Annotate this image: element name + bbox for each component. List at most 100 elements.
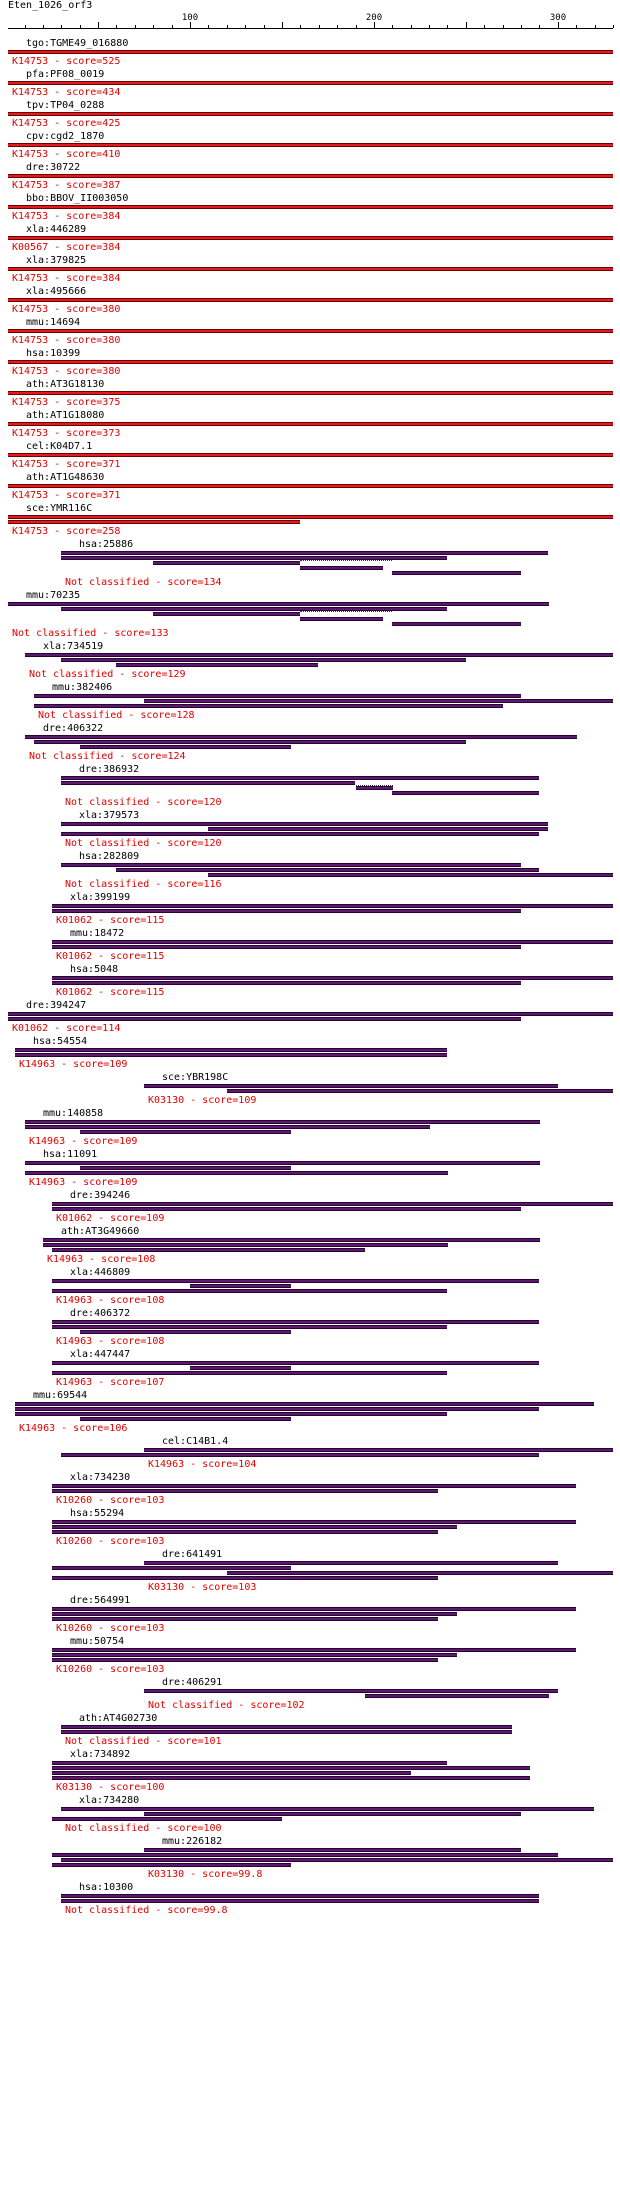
hit-gene-link[interactable]: sce:YBR198C — [162, 1072, 229, 1083]
hit-gene-link[interactable]: xla:379573 — [79, 810, 140, 821]
hit-gene-link[interactable]: pfa:PF08_0019 — [26, 69, 105, 80]
hit-score-label[interactable]: K14753 - score=525 — [12, 56, 121, 67]
hit-gene-link[interactable]: cpv:cgd2_1870 — [26, 131, 105, 142]
hit-gene-link[interactable]: dre:564991 — [70, 1595, 131, 1606]
hit-score-label[interactable]: K01062 - score=115 — [56, 915, 165, 926]
hit-score-label[interactable]: K14753 - score=387 — [12, 180, 121, 191]
hit-gene-link[interactable]: hsa:282809 — [79, 851, 140, 862]
hit-score-label[interactable]: K03130 - score=100 — [56, 1782, 165, 1793]
hit-score-label[interactable]: Not classified - score=120 — [65, 797, 222, 808]
hit-gene-link[interactable]: dre:641491 — [162, 1549, 223, 1560]
hit-score-label[interactable]: K10260 - score=103 — [56, 1495, 165, 1506]
hit-gene-link[interactable]: dre:30722 — [26, 162, 81, 173]
hit-score-label[interactable]: K01062 - score=114 — [12, 1023, 121, 1034]
hit-score-label[interactable]: K10260 - score=103 — [56, 1536, 165, 1547]
hit-score-label[interactable]: K14963 - score=108 — [56, 1295, 165, 1306]
hit-gene-link[interactable]: dre:394247 — [26, 1000, 87, 1011]
hit-score-label[interactable]: K14753 - score=371 — [12, 490, 121, 501]
hit-gene-link[interactable]: bbo:BBOV_II003050 — [26, 193, 129, 204]
hit-gene-link[interactable]: hsa:55294 — [70, 1508, 125, 1519]
hit-gene-link[interactable]: xla:446289 — [26, 224, 87, 235]
hit-score-label[interactable]: K10260 - score=103 — [56, 1623, 165, 1634]
hit-score-label[interactable]: K14963 - score=108 — [47, 1254, 156, 1265]
hit-score-label[interactable]: K14753 - score=371 — [12, 459, 121, 470]
hit-score-label[interactable]: K01062 - score=115 — [56, 987, 165, 998]
hit-score-label[interactable]: K14753 - score=384 — [12, 273, 121, 284]
hit-score-label[interactable]: Not classified - score=124 — [29, 751, 186, 762]
hit-score-label[interactable]: Not classified - score=100 — [65, 1823, 222, 1834]
hit-gene-link[interactable]: ath:AT1G18080 — [26, 410, 105, 421]
hit-score-label[interactable]: K14753 - score=380 — [12, 366, 121, 377]
hit-gene-link[interactable]: xla:446809 — [70, 1267, 131, 1278]
hit-score-label[interactable]: K14753 - score=380 — [12, 304, 121, 315]
hit-score-label[interactable]: Not classified - score=99.8 — [65, 1905, 228, 1916]
hit-gene-link[interactable]: xla:399199 — [70, 892, 131, 903]
hit-gene-link[interactable]: xla:734280 — [79, 1795, 140, 1806]
hit-gene-link[interactable]: mmu:70235 — [26, 590, 81, 601]
hit-gene-link[interactable]: hsa:10399 — [26, 348, 81, 359]
hit-gene-link[interactable]: dre:386932 — [79, 764, 140, 775]
hit-score-label[interactable]: K14753 - score=384 — [12, 211, 121, 222]
hit-score-label[interactable]: K14753 - score=258 — [12, 526, 121, 537]
hit-score-label[interactable]: K14753 - score=375 — [12, 397, 121, 408]
hit-score-label[interactable]: K14963 - score=106 — [19, 1423, 128, 1434]
hit-score-label[interactable]: Not classified - score=101 — [65, 1736, 222, 1747]
hit-gene-link[interactable]: xla:379825 — [26, 255, 87, 266]
hit-gene-link[interactable]: mmu:14694 — [26, 317, 81, 328]
hit-gene-link[interactable]: dre:406291 — [162, 1677, 223, 1688]
hit-gene-link[interactable]: ath:AT3G18130 — [26, 379, 105, 390]
hit-score-label[interactable]: K14963 - score=108 — [56, 1336, 165, 1347]
hit-gene-link[interactable]: mmu:69544 — [33, 1390, 88, 1401]
hit-score-label[interactable]: K01062 - score=115 — [56, 951, 165, 962]
hit-gene-link[interactable]: mmu:140858 — [43, 1108, 104, 1119]
hit-score-label[interactable]: K00567 - score=384 — [12, 242, 121, 253]
hit-score-label[interactable]: K03130 - score=99.8 — [148, 1869, 263, 1880]
hit-gene-link[interactable]: xla:447447 — [70, 1349, 131, 1360]
hit-score-label[interactable]: K14753 - score=434 — [12, 87, 121, 98]
hit-score-label[interactable]: K14963 - score=104 — [148, 1459, 257, 1470]
hit-gene-link[interactable]: hsa:10300 — [79, 1882, 134, 1893]
hit-gene-link[interactable]: ath:AT1G48630 — [26, 472, 105, 483]
hit-score-label[interactable]: Not classified - score=134 — [65, 577, 222, 588]
hit-gene-link[interactable]: hsa:5048 — [70, 964, 119, 975]
hit-gene-link[interactable]: dre:406322 — [43, 723, 104, 734]
hit-score-label[interactable]: K14753 - score=380 — [12, 335, 121, 346]
hit-score-label[interactable]: K03130 - score=109 — [148, 1095, 257, 1106]
hit-gene-link[interactable]: ath:AT3G49660 — [61, 1226, 140, 1237]
hit-score-label[interactable]: K14963 - score=107 — [56, 1377, 165, 1388]
hit-score-label[interactable]: K14753 - score=373 — [12, 428, 121, 439]
hit-score-label[interactable]: Not classified - score=128 — [38, 710, 195, 721]
hit-gene-link[interactable]: tpv:TP04_0288 — [26, 100, 105, 111]
hit-gene-link[interactable]: dre:394246 — [70, 1190, 131, 1201]
hit-gene-link[interactable]: ath:AT4G02730 — [79, 1713, 158, 1724]
hit-score-label[interactable]: K01062 - score=109 — [56, 1213, 165, 1224]
hit-gene-link[interactable]: sce:YMR116C — [26, 503, 93, 514]
hit-score-label[interactable]: K10260 - score=103 — [56, 1664, 165, 1675]
hit-score-label[interactable]: K14753 - score=410 — [12, 149, 121, 160]
hit-score-label[interactable]: Not classified - score=129 — [29, 669, 186, 680]
hit-gene-link[interactable]: xla:495666 — [26, 286, 87, 297]
hit-gene-link[interactable]: hsa:11091 — [43, 1149, 98, 1160]
hit-score-label[interactable]: K14753 - score=425 — [12, 118, 121, 129]
hit-score-label[interactable]: Not classified - score=133 — [12, 628, 169, 639]
hit-gene-link[interactable]: mmu:382406 — [52, 682, 113, 693]
hit-gene-link[interactable]: cel:C14B1.4 — [162, 1436, 229, 1447]
hit-gene-link[interactable]: cel:K04D7.1 — [26, 441, 93, 452]
hit-score-label[interactable]: K14963 - score=109 — [29, 1136, 138, 1147]
hit-score-label[interactable]: K14963 - score=109 — [29, 1177, 138, 1188]
hit-score-label[interactable]: Not classified - score=116 — [65, 879, 222, 890]
hit-score-label[interactable]: Not classified - score=120 — [65, 838, 222, 849]
hit-gene-link[interactable]: tgo:TGME49_016880 — [26, 38, 129, 49]
hit-gene-link[interactable]: xla:734230 — [70, 1472, 131, 1483]
hit-score-label[interactable]: Not classified - score=102 — [148, 1700, 305, 1711]
hit-gene-link[interactable]: dre:406372 — [70, 1308, 131, 1319]
hit-gene-link[interactable]: xla:734892 — [70, 1749, 131, 1760]
hit-gene-link[interactable]: xla:734519 — [43, 641, 104, 652]
hit-gene-link[interactable]: hsa:25886 — [79, 539, 134, 550]
hit-gene-link[interactable]: mmu:226182 — [162, 1836, 223, 1847]
hit-gene-link[interactable]: mmu:18472 — [70, 928, 125, 939]
hit-gene-link[interactable]: mmu:50754 — [70, 1636, 125, 1647]
hit-gene-link[interactable]: hsa:54554 — [33, 1036, 88, 1047]
hit-score-label[interactable]: K14963 - score=109 — [19, 1059, 128, 1070]
hit-score-label[interactable]: K03130 - score=103 — [148, 1582, 257, 1593]
